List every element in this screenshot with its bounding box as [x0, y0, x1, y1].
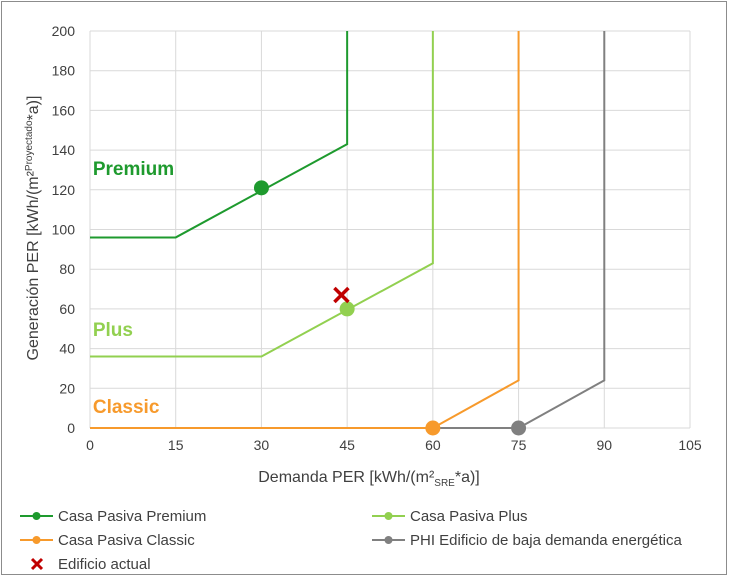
legend-label: Casa Pasiva Premium: [58, 508, 206, 525]
x-tick-label: 60: [425, 437, 441, 453]
series-marker: [253, 180, 269, 196]
y-tick-label: 180: [52, 63, 76, 79]
legend-label: PHI Edificio de baja demanda energética: [410, 532, 682, 549]
x-tick-label: 45: [339, 437, 355, 453]
y-tick-label: 40: [59, 341, 75, 357]
series-marker: [511, 420, 527, 436]
cross-stroke: [333, 286, 350, 304]
legend-marker: [32, 536, 41, 544]
y-tick-label: 140: [52, 142, 76, 158]
legend: Casa Pasiva Premium Casa Pasiva Plus Casa …: [20, 508, 682, 573]
series-line: [90, 31, 349, 239]
x-tick-label: 30: [254, 437, 270, 453]
y-tick-label: 80: [59, 261, 75, 277]
legend-item: PHI Edificio de baja demanda energética: [372, 532, 682, 549]
zone-label: Premium: [93, 159, 174, 180]
y-tick-label: 100: [52, 222, 76, 238]
legend-item: Casa Pasiva Plus: [372, 508, 528, 525]
x-axis-label: Demanda PER [kWh/(m²SRE*a)]: [258, 469, 480, 489]
y-tick-label: 20: [59, 380, 75, 396]
zone-label: Plus: [93, 320, 133, 341]
x-tick-label: 0: [86, 437, 94, 453]
x-tick-label: 75: [511, 437, 527, 453]
y-tick-label: 200: [52, 23, 76, 39]
x-tick-label: 90: [596, 437, 612, 453]
series-line: [90, 31, 520, 429]
legend-cross: [30, 557, 44, 571]
current-building-marker: [333, 286, 350, 304]
legend-item: Edificio actual: [30, 556, 151, 573]
x-tick-label: 105: [678, 437, 702, 453]
legend-label: Edificio actual: [58, 556, 151, 573]
y-tick-label: 0: [67, 420, 75, 436]
legend-item: Casa Pasiva Premium: [20, 508, 206, 525]
series-marker: [339, 301, 355, 317]
y-tick-label: 120: [52, 182, 76, 198]
legend-marker: [384, 512, 393, 520]
x-tick-label: 15: [168, 437, 184, 453]
series-marker: [425, 420, 441, 436]
zone-label: Classic: [93, 397, 160, 418]
y-axis-label: Generación PER [kWh/(m²Proyectado*a)]: [24, 96, 42, 361]
legend-label: Casa Pasiva Plus: [410, 508, 528, 525]
legend-label: Casa Pasiva Classic: [58, 532, 195, 549]
legend-marker: [32, 512, 41, 520]
legend-item: Casa Pasiva Classic: [20, 532, 195, 549]
legend-marker: [384, 536, 393, 544]
y-tick-label: 160: [52, 102, 76, 118]
y-tick-label: 60: [59, 301, 75, 317]
